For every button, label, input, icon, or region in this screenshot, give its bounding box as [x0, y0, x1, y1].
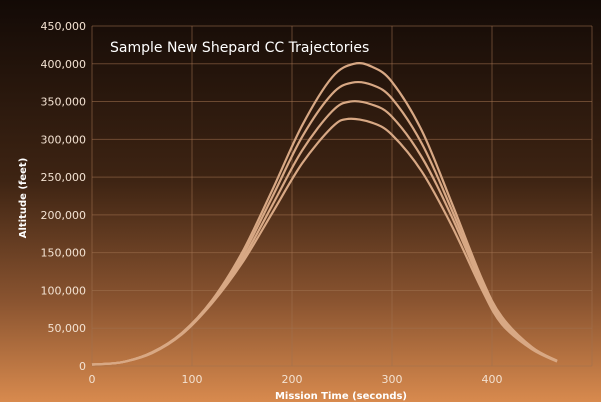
chart-title: Sample New Shepard CC Trajectories	[110, 40, 369, 56]
y-tick-label: 250,000	[41, 171, 87, 184]
y-tick-label: 400,000	[41, 58, 87, 71]
y-tick-label: 300,000	[41, 133, 87, 146]
x-axis-title: Mission Time (seconds)	[275, 391, 407, 402]
trajectory-line-4	[91, 117, 558, 366]
y-tick-label: 100,000	[41, 284, 87, 297]
y-tick-label: 50,000	[48, 322, 87, 335]
y-tick-label: 350,000	[41, 96, 87, 109]
y-tick-label: 450,000	[41, 20, 87, 33]
x-tick-label: 0	[89, 373, 96, 386]
y-tick-label: 0	[79, 360, 86, 373]
x-tick-label: 400	[482, 373, 503, 386]
x-tick-label: 300	[382, 373, 403, 386]
x-axis-ticks: 0 100 200 300 400	[89, 373, 503, 386]
x-tick-label: 100	[182, 373, 203, 386]
y-tick-label: 150,000	[41, 247, 87, 260]
y-axis-title: Altitude (feet)	[18, 158, 29, 239]
y-tick-label: 200,000	[41, 209, 87, 222]
y-axis-ticks: 0 50,000 100,000 150,000 200,000 250,000 300,0…	[41, 20, 87, 373]
x-tick-label: 200	[282, 373, 303, 386]
series-group	[91, 61, 558, 366]
grid-lines	[91, 25, 593, 367]
